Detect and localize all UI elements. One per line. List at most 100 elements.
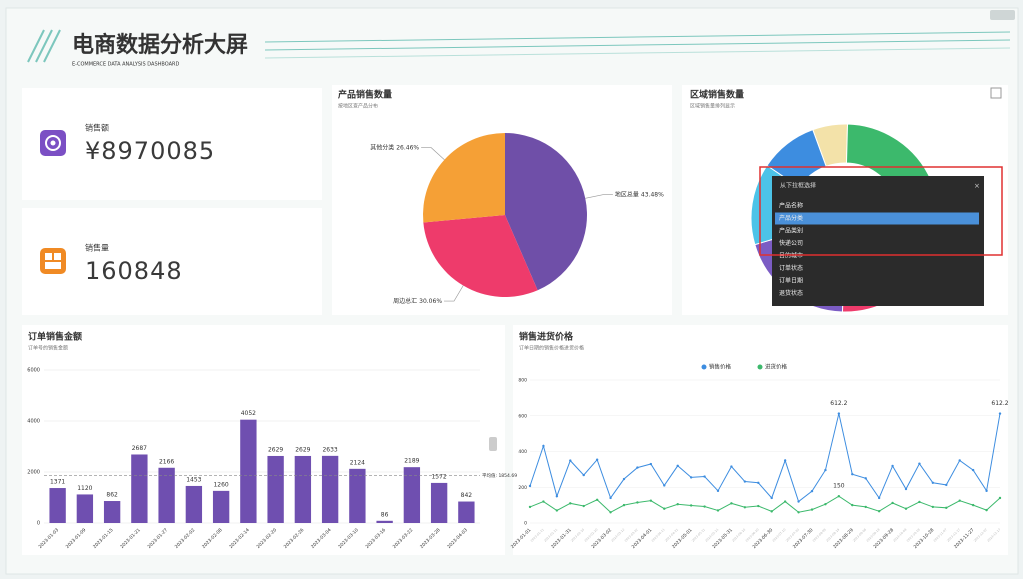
y-tick-label: 2000: [27, 470, 40, 476]
kpi-value: 160848: [85, 257, 183, 285]
bar: [376, 520, 393, 523]
data-point: [891, 464, 894, 468]
bar: [349, 468, 366, 523]
scroll-handle[interactable]: [489, 437, 497, 451]
slice-value-label: 43.48%: [641, 191, 664, 198]
data-point: [877, 496, 881, 500]
data-point: [998, 412, 1002, 415]
bar-value-label: 2629: [268, 446, 283, 453]
bar: [158, 467, 175, 523]
data-point: [918, 462, 921, 465]
chart-title: 销售进货价格: [519, 331, 574, 343]
leader-line: [444, 285, 464, 302]
data-point: [716, 509, 720, 512]
panel-menu-button[interactable]: [990, 87, 1002, 99]
slice-label: 地区总量 43.48%: [615, 190, 664, 198]
line-panel: [513, 325, 1008, 555]
data-point: [931, 481, 935, 484]
average-label: 平均值: 1854.69: [482, 472, 517, 479]
y-tick-label: 0: [524, 521, 527, 527]
legend-label: 进货价格: [765, 363, 788, 371]
slice-label: 周边总汇 30.06%: [393, 297, 442, 305]
data-point: [864, 505, 867, 509]
kpi-panel: [22, 208, 322, 315]
dropdown-item[interactable]: 产品类别: [779, 227, 803, 235]
bar: [430, 482, 448, 523]
legend-swatch: [757, 364, 763, 370]
bar: [49, 488, 66, 523]
header-decoration: [27, 29, 1011, 63]
data-point: [931, 505, 935, 509]
data-point: [743, 506, 747, 509]
data-point: [770, 510, 773, 513]
data-point: [985, 508, 988, 512]
data-point: [824, 503, 827, 506]
dropdown-item[interactable]: 订单日期: [779, 277, 803, 285]
y-tick-label: 400: [518, 449, 527, 455]
legend-swatch: [701, 364, 707, 370]
data-point: [609, 496, 612, 500]
y-tick-label: 0: [37, 521, 40, 527]
data-point: [528, 484, 532, 488]
window-button[interactable]: [990, 10, 1015, 20]
bar: [458, 501, 475, 523]
data-point: [998, 496, 1002, 500]
data-point: [689, 504, 693, 507]
data-point: [757, 504, 760, 508]
data-point: [703, 505, 706, 508]
chart-title: 产品销售数量: [338, 89, 392, 101]
bar-value-label: 2189: [404, 458, 419, 465]
slice-name: 地区总量: [615, 190, 639, 198]
data-point: [851, 473, 854, 476]
data-point: [945, 483, 948, 487]
leader-line: [421, 147, 445, 160]
data-point: [971, 503, 975, 507]
y-tick-label: 800: [518, 378, 527, 384]
bar-value-label: 4052: [241, 410, 256, 417]
bar-value-label: 2633: [322, 446, 337, 453]
y-tick-label: 4000: [27, 419, 40, 425]
dropdown-header: 从下拉框选择: [780, 182, 816, 190]
kpi-value: ¥8970085: [85, 137, 215, 165]
bar-value-label: 2166: [159, 458, 174, 465]
dropdown-item[interactable]: 订单状态: [779, 264, 803, 272]
y-tick-label: 600: [518, 413, 527, 419]
data-point: [595, 498, 599, 501]
chart-subtitle: 按地区查产品分布: [338, 103, 378, 110]
data-point: [743, 480, 747, 483]
max-value-label: 612.2: [830, 400, 847, 407]
dropdown-item[interactable]: 产品分类: [779, 214, 803, 222]
bar: [185, 485, 203, 523]
data-point: [676, 464, 679, 467]
chart-subtitle: 区域销售量排列显示: [690, 103, 735, 110]
slice-value-label: 26.46%: [396, 144, 419, 151]
data-point: [582, 504, 585, 508]
bar: [212, 490, 230, 523]
dropdown-item[interactable]: 快递公司: [779, 239, 803, 247]
slice-label: 其他分类 26.46%: [370, 143, 419, 151]
dropdown-item[interactable]: 产品名称: [779, 202, 803, 210]
data-point: [676, 503, 679, 506]
data-point: [810, 489, 814, 493]
pie-slice: [423, 215, 538, 297]
data-point: [663, 507, 666, 510]
slice-name: 其他分类: [370, 143, 394, 151]
kpi-panel: [22, 88, 322, 200]
kpi-label: 销售量: [85, 243, 109, 253]
data-point: [864, 477, 867, 480]
bar-value-label: 2124: [350, 459, 365, 466]
data-point: [797, 500, 800, 503]
bar-value-label: 2687: [132, 445, 147, 452]
dropdown-item[interactable]: 退货状态: [779, 289, 803, 297]
dropdown-background: [772, 176, 984, 306]
bar: [131, 454, 148, 523]
data-point: [891, 501, 894, 505]
bar-value-label: 2629: [295, 446, 310, 453]
slice-value-label: 30.06%: [419, 298, 442, 305]
data-point: [945, 506, 948, 510]
bar-value-label: 1572: [431, 473, 446, 480]
chart-subtitle: 订单号的销售金额: [28, 345, 68, 352]
data-point: [569, 459, 572, 462]
